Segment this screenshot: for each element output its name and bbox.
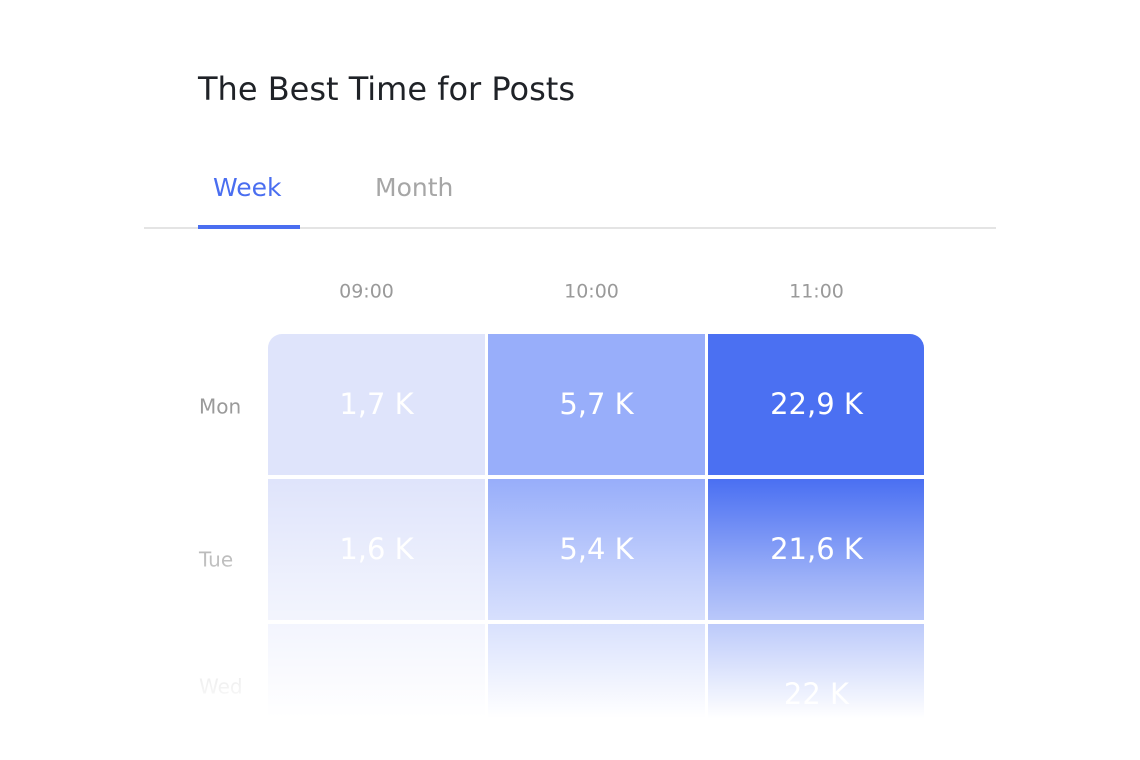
cell	[708, 334, 924, 475]
title: The Best Time for Posts	[197, 70, 575, 108]
cell	[488, 334, 705, 475]
row-label: Mon	[199, 395, 241, 419]
fade-overlay	[140, 480, 1010, 760]
tab-indicator	[198, 225, 300, 229]
column-header: 10:00	[564, 281, 619, 303]
cell	[268, 334, 485, 475]
cell-value: 5,7 K	[559, 387, 634, 421]
tab[interactable]: Month	[375, 173, 453, 202]
column-header: 09:00	[339, 281, 394, 303]
cell-value: 22,9 K	[770, 387, 864, 421]
column-header: 11:00	[789, 281, 844, 303]
cell-value: 1,7 K	[339, 387, 414, 421]
tab[interactable]: Week	[213, 173, 282, 202]
